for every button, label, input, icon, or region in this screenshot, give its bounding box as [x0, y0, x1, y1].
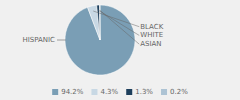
- pie-slice: [99, 5, 100, 40]
- legend-swatch: [126, 89, 132, 95]
- chart: HISPANIC BLACKWHITEASIAN 94.2% 4.3% 1.3% 0.2%: [0, 0, 240, 100]
- legend-swatch: [91, 89, 97, 95]
- legend-swatch: [161, 89, 167, 95]
- pie-slice: [65, 5, 135, 75]
- slice-label: HISPANIC: [22, 36, 55, 44]
- legend: 94.2% 4.3% 1.3% 0.2%: [52, 88, 188, 96]
- leader-line: [100, 10, 139, 44]
- legend-swatch: [52, 89, 58, 95]
- legend-label: 94.2%: [61, 88, 84, 96]
- legend-label: 4.3%: [100, 88, 118, 96]
- legend-label: 0.2%: [170, 88, 188, 96]
- slice-label: ASIAN: [140, 40, 161, 48]
- legend-label: 1.3%: [135, 88, 153, 96]
- background: [0, 0, 240, 100]
- slices: [65, 5, 135, 75]
- pie-slice: [97, 5, 100, 40]
- pie-slice: [88, 5, 100, 40]
- slice-label: WHITE: [140, 31, 163, 39]
- slice-label: BLACK: [140, 23, 163, 31]
- annotations: HISPANIC BLACKWHITEASIAN: [22, 10, 163, 48]
- leader-line: [57, 40, 66, 41]
